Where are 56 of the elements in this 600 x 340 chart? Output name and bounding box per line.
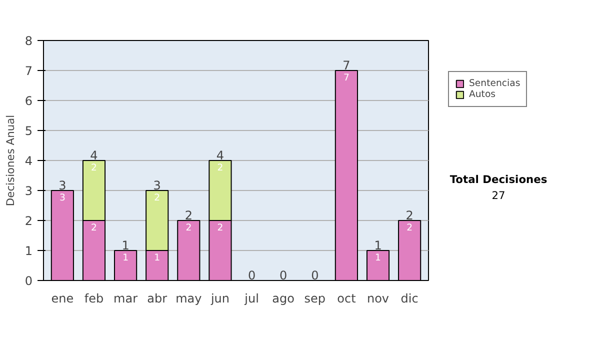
x-tick-label: ago [272,292,294,306]
data-label: 2 [91,222,97,234]
y-axis-title: Decisiones Anual [4,114,17,206]
total-label: 7 [342,58,350,72]
total-label: 2 [184,208,192,222]
data-label: 2 [217,162,224,174]
bar [398,220,422,280]
x-tick-label: jul [244,292,259,306]
y-tick-label: 7 [24,64,33,78]
y-tick-label: 2 [24,214,33,228]
y-tick-label: 6 [24,94,33,108]
bar [114,250,138,280]
x-tick-label: jun [210,292,230,306]
total-label: 0 [311,268,319,282]
total-label: 3 [153,178,161,192]
x-tick-label: sep [304,292,326,306]
legend-label: Autos [469,89,496,100]
bar [177,220,200,280]
data-label: 1 [154,252,160,264]
y-tick-label: 3 [24,184,33,198]
total-label: 4 [90,148,98,162]
y-tick-label: 0 [24,274,33,288]
legend-label: Sentencias [469,78,520,89]
x-tick-label: oct [337,292,356,306]
bar [366,250,390,280]
text: Total Decisiones [450,172,548,186]
data-label: 2 [186,222,192,234]
data-label: 1 [375,252,382,264]
data-label: 1 [122,252,129,264]
y-tick-label: 5 [24,124,33,138]
data-label: 2 [91,162,97,174]
bar [50,190,74,280]
data-label: 2 [154,192,160,204]
x-tick-label: may [176,292,202,306]
data-label: 7 [343,72,350,84]
total-label: 0 [280,268,288,282]
x-tick-label: mar [114,292,138,306]
total-label: 0 [248,268,256,282]
data-label: 2 [217,222,224,234]
text: 27 [492,189,506,202]
y-tick-label: 4 [24,154,33,168]
y-tick-label: 1 [24,244,33,258]
total-label: 1 [122,238,130,252]
x-tick-label: nov [366,292,390,306]
bar [334,70,358,280]
data-label: 2 [406,222,413,234]
x-tick-label: ene [51,292,74,306]
total-label: 3 [58,178,66,192]
y-tick-label: 8 [24,34,33,48]
total-label: 1 [374,238,382,252]
x-tick-label: dic [400,292,418,306]
x-tick-label: feb [84,292,104,306]
total-label: 2 [406,208,414,222]
total-label: 4 [216,148,224,162]
x-tick-label: abr [147,292,168,306]
data-label: 3 [59,192,66,204]
